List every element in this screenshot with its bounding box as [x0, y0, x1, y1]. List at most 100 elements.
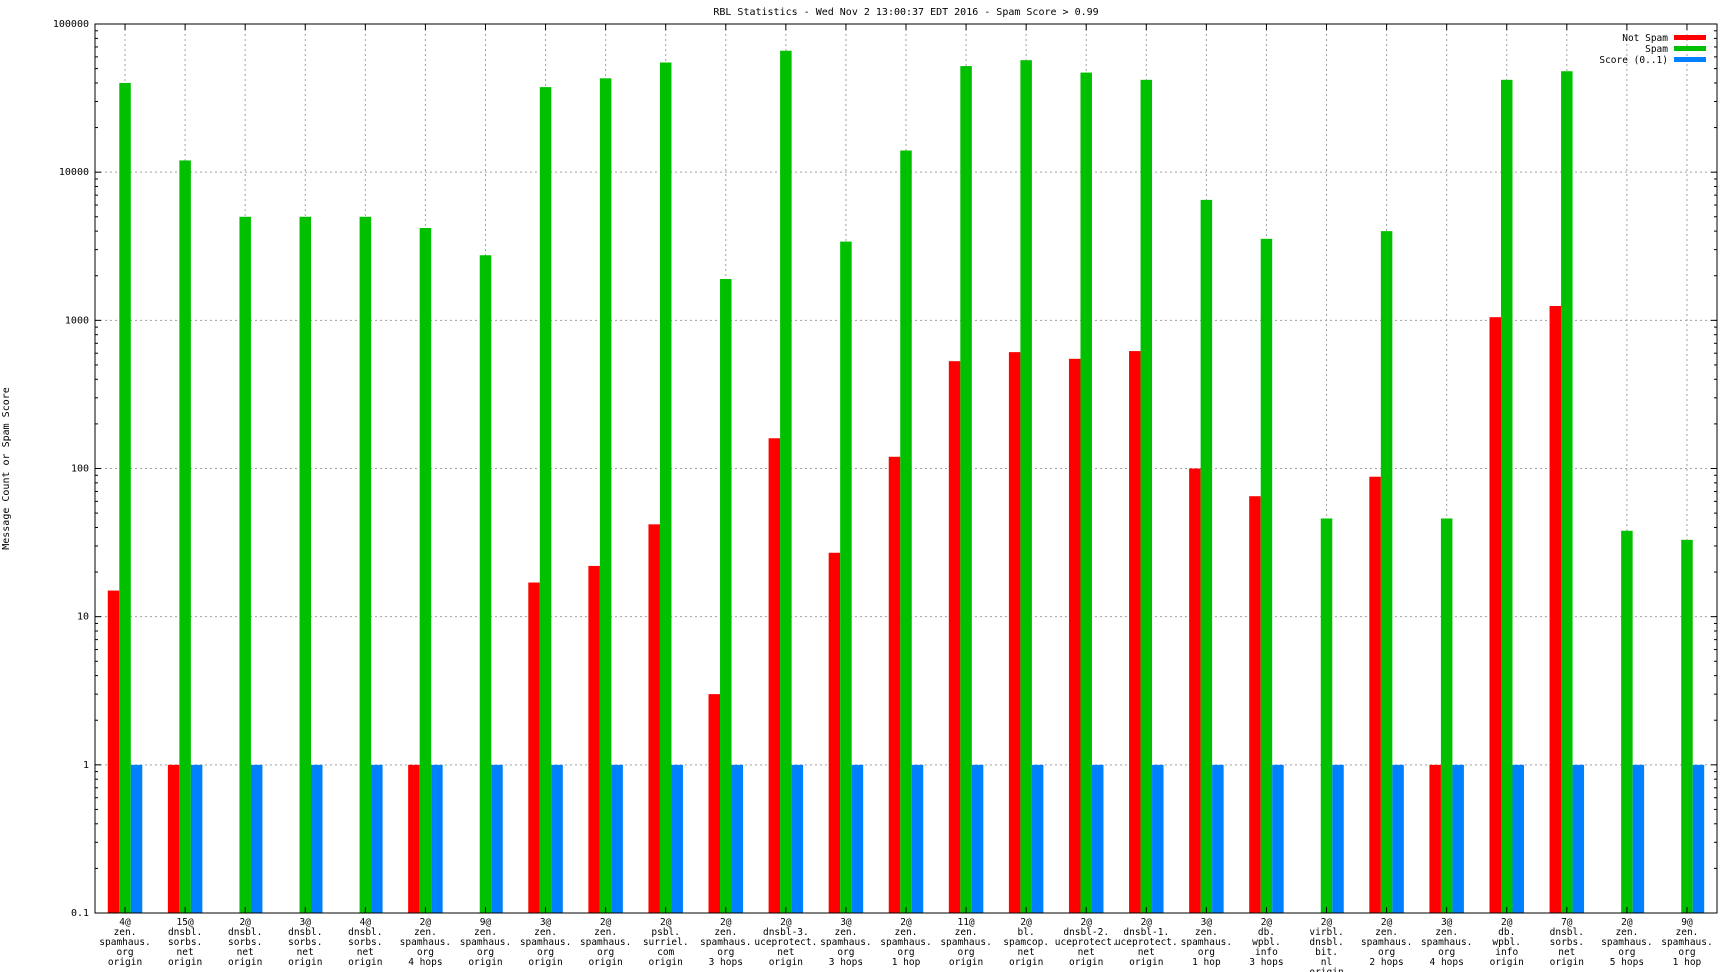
- bar-not-spam: [708, 694, 721, 913]
- bar-not-spam: [1189, 468, 1201, 913]
- x-tick-label-line: dnsbl-3.: [763, 927, 809, 938]
- bar-spam: [840, 241, 852, 913]
- x-tick-label-line: spamcop.: [1003, 937, 1049, 948]
- x-tick-label-line: bit.: [1315, 947, 1338, 958]
- bar-score-0-1: [1692, 764, 1705, 913]
- x-tick-label-line: 2@: [1321, 917, 1333, 928]
- x-tick-label-line: sorbs.: [348, 937, 382, 948]
- bar-spam: [1140, 79, 1153, 913]
- x-tick-label-line: dnsbl.: [1550, 927, 1584, 938]
- x-tick-label-line: net: [357, 947, 374, 958]
- bar-score-0-1: [1392, 764, 1404, 913]
- x-tick-label: 2@ zen. spamhaus. org 2 hops: [1361, 917, 1412, 968]
- bar-spam: [1020, 60, 1032, 914]
- x-tick-label-line: zen.: [895, 927, 918, 938]
- x-tick-label: 3@ zen. spamhaus. org 3 hops: [820, 917, 871, 968]
- x-tick-label-line: net: [1018, 947, 1035, 958]
- x-tick-label-line: 3@: [840, 917, 852, 928]
- x-tick-label-line: origin: [1009, 957, 1043, 968]
- x-tick-label: 7@ dnsbl. sorbs. net origin: [1550, 917, 1584, 968]
- bar-score-0-1: [1212, 764, 1224, 913]
- x-tick-label-line: 3 hops: [829, 957, 863, 968]
- x-tick-label-line: spamhaus.: [940, 937, 991, 948]
- bar-spam: [299, 216, 312, 913]
- bar-score-0-1: [1572, 764, 1585, 913]
- x-tick-label-line: 2@: [1261, 917, 1273, 928]
- y-tick-label: 10: [77, 612, 89, 623]
- x-tick-label: 15@ dnsbl. sorbs. net origin: [168, 917, 202, 968]
- x-tick-label: 2@ zen. spamhaus. org 4 hops: [400, 917, 451, 968]
- x-tick-label-line: 5 hops: [1610, 957, 1644, 968]
- x-tick-label: 3@ zen. spamhaus. org origin: [520, 917, 571, 968]
- bar-spam: [960, 66, 972, 913]
- bar-score-0-1: [1512, 764, 1524, 913]
- legend-label: Spam: [1645, 44, 1668, 55]
- x-tick-label-line: dnsbl.: [228, 927, 262, 938]
- x-tick-label-line: net: [1558, 947, 1575, 958]
- bar-not-spam: [528, 582, 540, 913]
- axis-ticks: 0.1 1 10 100 1000 10000 100000: [53, 19, 1717, 919]
- x-tick-label-line: org: [1378, 947, 1395, 958]
- bar-spam: [659, 62, 672, 913]
- x-tick-label-line: sorbs.: [288, 937, 322, 948]
- x-tick-label-line: spamhaus.: [1601, 937, 1652, 948]
- x-tick-label-line: 4 hops: [408, 957, 442, 968]
- x-tick-label-line: 11@: [957, 917, 974, 928]
- bar-not-spam: [1489, 317, 1501, 913]
- bar-not-spam: [1549, 305, 1562, 913]
- legend-swatch: [1674, 46, 1706, 51]
- x-tick-label-line: org: [1678, 947, 1695, 958]
- x-tick-label: 2@ dnsbl-1. uceprotect. net origin: [1115, 917, 1178, 968]
- x-tick-label-line: info: [1495, 947, 1518, 958]
- bar-score-0-1: [250, 764, 263, 913]
- x-tick-label-line: 2@: [600, 917, 612, 928]
- bar-score-0-1: [431, 764, 443, 913]
- x-tick-label-line: dnsbl-2.: [1063, 927, 1109, 938]
- x-tick-label-line: origin: [769, 957, 803, 968]
- x-tick-label-line: 15@: [177, 917, 194, 928]
- x-tick-label-line: 7@: [1561, 917, 1573, 928]
- x-tick-label-line: dnsbl.: [1309, 937, 1343, 948]
- bar-not-spam: [1129, 351, 1141, 913]
- x-tick-label-line: 3@: [540, 917, 552, 928]
- bar-spam: [1380, 231, 1393, 913]
- x-tick-label-line: 2@: [1501, 917, 1513, 928]
- x-tick-label-line: spamhaus.: [820, 937, 871, 948]
- x-tick-label-line: 2@: [239, 917, 251, 928]
- x-tick-label-line: spamhaus.: [580, 937, 631, 948]
- x-tick-label-line: uceprotect.: [754, 937, 817, 948]
- x-tick-label-line: org: [957, 947, 974, 958]
- bar-not-spam: [1249, 496, 1261, 913]
- x-tick-label: 4@ dnsbl. sorbs. net origin: [348, 917, 382, 968]
- x-tick-label: 2@virbl.dnsbl.bit.nlorigin: [1309, 917, 1343, 972]
- x-tick-label-line: 1 hop: [1192, 957, 1221, 968]
- bar-spam: [239, 216, 251, 913]
- x-tick-label-line: zen.: [414, 927, 437, 938]
- legend-swatch: [1674, 35, 1706, 40]
- bar-not-spam: [768, 438, 781, 913]
- x-tick-label: 2@ dnsbl-2. uceprotect. net origin: [1055, 917, 1118, 968]
- x-tick-label-line: 3@: [1201, 917, 1213, 928]
- x-tick-label: 3@ zen. spamhaus. org 4 hops: [1421, 917, 1472, 968]
- x-tick-label-line: 2@: [660, 917, 672, 928]
- x-tick-label-line: surriel.: [643, 937, 689, 948]
- bar-not-spam: [1008, 352, 1021, 914]
- x-tick-label-line: origin: [1309, 967, 1343, 972]
- x-tick-label-line: origin: [949, 957, 983, 968]
- x-tick-label-line: sorbs.: [1550, 937, 1584, 948]
- x-tick-label-line: zen.: [1676, 927, 1699, 938]
- x-tick-label: 2@ psbl. surriel. com origin: [643, 917, 689, 968]
- x-tick-label-line: 2@: [1080, 917, 1092, 928]
- x-tick-label-line: 2 hops: [1369, 957, 1403, 968]
- bar-score-0-1: [1452, 764, 1464, 913]
- x-tick-label-line: org: [597, 947, 614, 958]
- bar-not-spam: [648, 524, 660, 913]
- bar-not-spam: [1369, 476, 1381, 913]
- bar-spam: [1621, 530, 1633, 913]
- bar-not-spam: [1068, 358, 1081, 913]
- x-tick-label-line: 4@: [119, 917, 131, 928]
- bar-score-0-1: [1272, 764, 1284, 913]
- y-tick-label: 100: [71, 464, 89, 475]
